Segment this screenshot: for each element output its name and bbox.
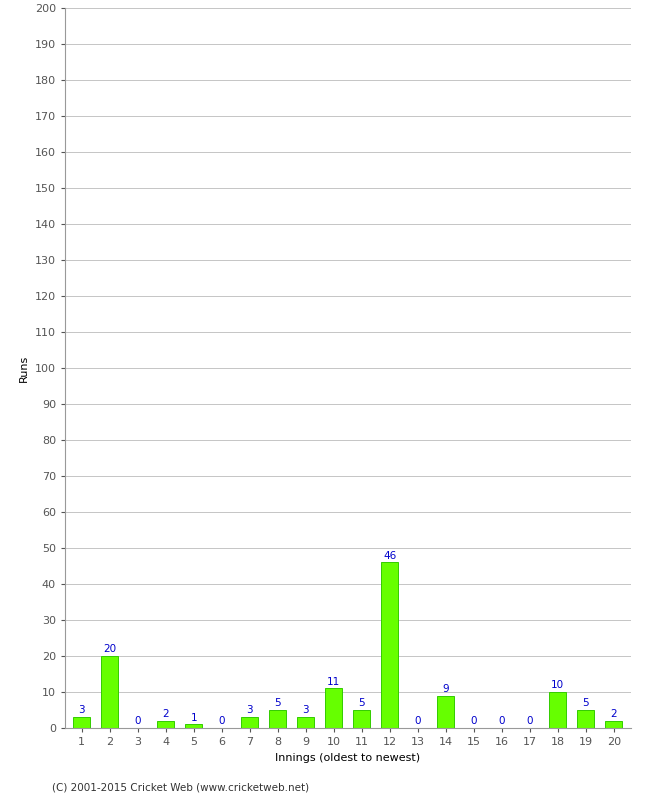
Text: 9: 9 [443, 684, 449, 694]
X-axis label: Innings (oldest to newest): Innings (oldest to newest) [275, 753, 421, 762]
Text: 0: 0 [218, 716, 225, 726]
Text: 3: 3 [79, 706, 85, 715]
Bar [185, 725, 202, 728]
Text: 0: 0 [135, 716, 141, 726]
Text: 1: 1 [190, 713, 197, 722]
Text: 3: 3 [302, 706, 309, 715]
Bar [297, 718, 314, 728]
Text: 0: 0 [526, 716, 533, 726]
Text: 11: 11 [327, 677, 341, 686]
Bar [326, 688, 342, 728]
Text: (C) 2001-2015 Cricket Web (www.cricketweb.net): (C) 2001-2015 Cricket Web (www.cricketwe… [52, 782, 309, 792]
Text: 5: 5 [582, 698, 589, 708]
Text: 0: 0 [499, 716, 505, 726]
Bar [101, 656, 118, 728]
Text: 2: 2 [162, 709, 169, 719]
Text: 2: 2 [610, 709, 617, 719]
Text: 0: 0 [471, 716, 477, 726]
Text: 46: 46 [383, 550, 396, 561]
Text: 5: 5 [274, 698, 281, 708]
Bar [241, 718, 258, 728]
Bar [577, 710, 594, 728]
Text: 3: 3 [246, 706, 253, 715]
Y-axis label: Runs: Runs [20, 354, 29, 382]
Bar [549, 692, 566, 728]
Bar [382, 562, 398, 728]
Bar [269, 710, 286, 728]
Text: 20: 20 [103, 644, 116, 654]
Bar [605, 721, 622, 728]
Bar [437, 696, 454, 728]
Text: 10: 10 [551, 680, 564, 690]
Bar [157, 721, 174, 728]
Text: 5: 5 [358, 698, 365, 708]
Bar [73, 718, 90, 728]
Bar [354, 710, 370, 728]
Text: 0: 0 [415, 716, 421, 726]
